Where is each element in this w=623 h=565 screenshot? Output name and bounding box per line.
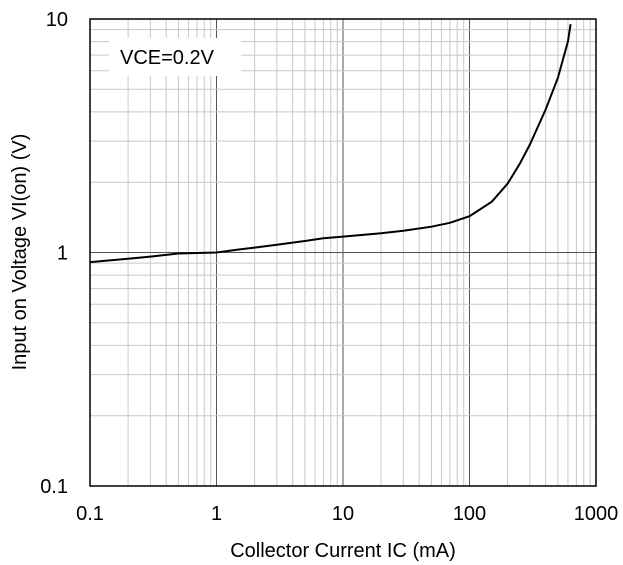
y-axis-label: Input on Voltage VI(on) (V) — [9, 134, 31, 371]
y-tick-label: 1 — [57, 243, 68, 265]
y-tick-label: 10 — [46, 9, 68, 31]
annotation-label: VCE=0.2V — [120, 47, 215, 69]
x-tick-label: 10 — [332, 503, 354, 525]
x-tick-label: 100 — [453, 503, 486, 525]
tick-labels: 0.1 1 10 100 1000 0.1 1 10 — [40, 9, 618, 525]
x-tick-label: 1000 — [574, 503, 619, 525]
plot-frame — [89, 18, 597, 487]
annotation-box: VCE=0.2V — [109, 38, 241, 76]
series-line — [89, 24, 572, 264]
y-tick-label: 0.1 — [40, 476, 68, 498]
x-tick-label: 0.1 — [76, 503, 104, 525]
x-axis-label: Collector Current IC (mA) — [230, 540, 456, 562]
x-tick-label: 1 — [211, 503, 222, 525]
grid — [89, 19, 596, 487]
